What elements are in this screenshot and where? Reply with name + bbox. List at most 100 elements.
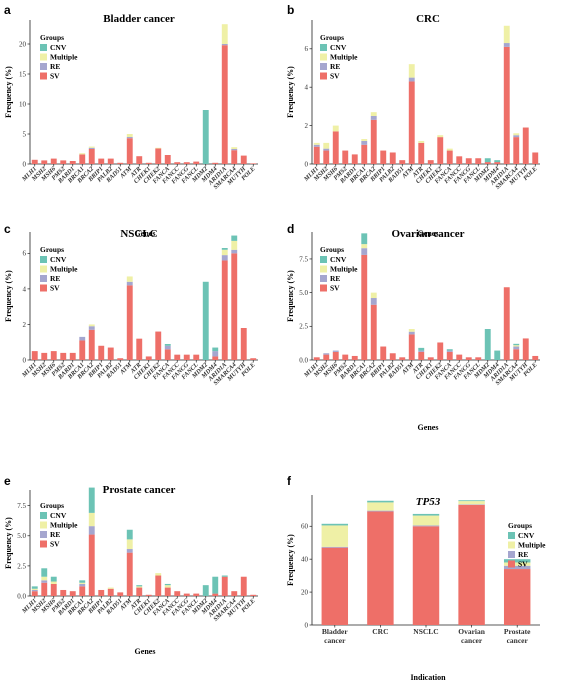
bar-cnv <box>41 568 48 577</box>
bar-sv <box>164 155 171 164</box>
bar-cnv <box>212 347 219 352</box>
bar-sv <box>475 357 482 360</box>
bar-sv <box>313 146 320 164</box>
bar-multiple <box>155 573 162 576</box>
bar-sv <box>446 351 453 360</box>
bar-re <box>503 565 531 570</box>
bar-sv <box>126 138 133 164</box>
y-tick-label: 7.5 <box>17 502 26 510</box>
bar-sv <box>342 150 349 164</box>
bar-sv <box>155 148 162 164</box>
bar-multiple <box>88 146 95 148</box>
bar-multiple <box>231 147 238 149</box>
y-tick-label: 20 <box>19 40 27 48</box>
y-axis-label: Frequency (%) <box>286 270 295 322</box>
legend-swatch-multiple <box>40 53 47 61</box>
legend-swatch-re <box>320 275 327 282</box>
bar-sv <box>412 526 440 625</box>
bar-sv <box>117 592 124 596</box>
legend-label: RE <box>50 62 60 71</box>
bar-sv <box>389 152 396 164</box>
panel-label: d <box>287 222 294 236</box>
legend-label: SV <box>50 72 60 81</box>
legend-label: CNV <box>50 255 67 264</box>
bar-sv <box>50 351 57 360</box>
legend-label: SV <box>50 540 60 549</box>
bar-cnv <box>50 576 57 582</box>
y-tick-label: 2 <box>305 122 309 130</box>
bar-sv <box>221 45 228 165</box>
bar-multiple <box>221 249 228 256</box>
bar-multiple <box>321 525 349 547</box>
bar-multiple <box>79 582 86 584</box>
bar-cnv <box>164 583 171 586</box>
bar-multiple <box>503 25 510 44</box>
bar-cnv <box>418 347 425 351</box>
bar-sv <box>212 356 219 360</box>
legend-swatch-cnv <box>320 256 327 263</box>
bar-re <box>313 144 320 147</box>
legend-label: SV <box>330 72 340 81</box>
legend-swatch-cnv <box>40 44 47 51</box>
bar-sv <box>532 355 539 360</box>
bar-sv <box>136 156 143 164</box>
bar-sv <box>136 338 143 360</box>
bar-cnv <box>513 343 520 346</box>
bar-sv <box>484 162 491 164</box>
y-tick-label: 10 <box>19 100 27 108</box>
bar-sv <box>183 162 190 164</box>
bar-re <box>361 248 368 255</box>
legend-swatch-sv <box>40 284 47 292</box>
legend-label: SV <box>330 284 340 293</box>
bar-sv <box>41 160 48 164</box>
bar-multiple <box>313 142 320 145</box>
bar-sv <box>126 285 133 360</box>
bar-sv <box>117 162 124 164</box>
x-tick-label: cancer <box>461 636 483 645</box>
bar-sv <box>370 119 377 164</box>
bar-sv <box>193 593 200 596</box>
bar-re <box>408 331 415 335</box>
bar-cnv <box>494 160 501 163</box>
bar-multiple <box>458 501 485 505</box>
legend-label: CNV <box>50 43 67 52</box>
bar-sv <box>79 154 86 164</box>
x-tick-label: Prostate <box>504 627 531 636</box>
bar-sv <box>193 161 200 164</box>
bar-sv <box>155 575 162 596</box>
bar-sv <box>351 154 358 164</box>
bar-sv <box>427 160 434 164</box>
bar-sv <box>437 137 444 164</box>
bar-multiple <box>126 276 133 282</box>
bar-sv <box>361 144 368 164</box>
legend-title: Groups <box>320 245 344 254</box>
legend-swatch-sv <box>40 72 47 80</box>
legend-swatch-sv <box>320 72 327 80</box>
bar-cnv <box>321 523 349 526</box>
y-tick-label: 5.0 <box>299 289 308 297</box>
bar-sv <box>145 356 152 360</box>
panel-label: e <box>4 474 11 488</box>
legend-label: Multiple <box>50 521 78 530</box>
bar-sv <box>231 150 238 164</box>
bar-sv <box>427 357 434 360</box>
chart-title: NSCLC <box>120 228 157 240</box>
legend-label: Multiple <box>50 265 78 274</box>
bar-re <box>221 255 228 261</box>
legend-swatch-re <box>40 531 47 538</box>
bar-sv <box>250 358 257 360</box>
bar-sv <box>250 594 257 596</box>
y-tick-label: 7.5 <box>299 255 308 263</box>
legend-swatch-re <box>320 63 327 70</box>
bar-cnv <box>31 586 38 589</box>
y-tick-label: 2.5 <box>17 562 26 570</box>
bar-re <box>408 77 415 82</box>
bar-re <box>446 350 453 352</box>
bar-re <box>323 148 330 151</box>
x-tick-label: Bladder <box>322 627 349 636</box>
chart-panel-e: e Prostate cancer 0.0 2.5 5.0 7.5 Frequency (%… <box>4 474 258 656</box>
bar-sv <box>367 511 394 625</box>
bar-multiple <box>79 153 86 155</box>
y-tick-label: 6 <box>23 250 27 258</box>
